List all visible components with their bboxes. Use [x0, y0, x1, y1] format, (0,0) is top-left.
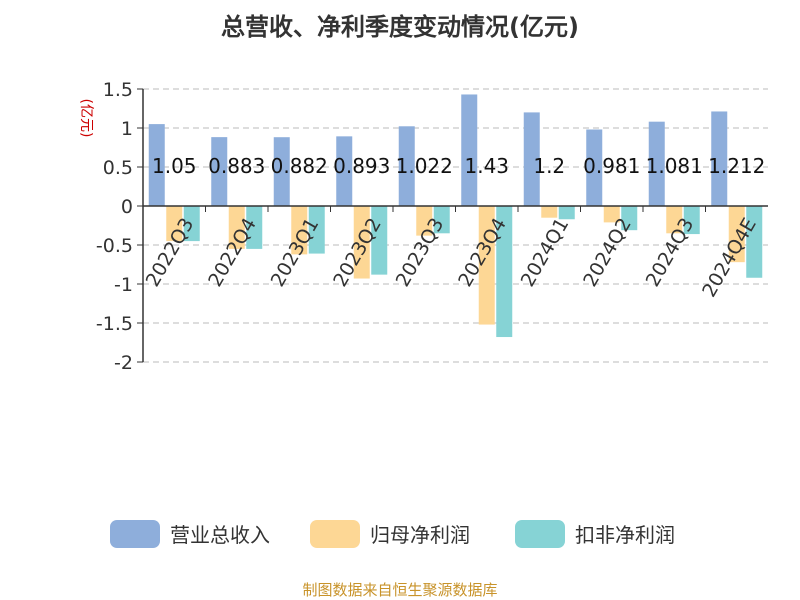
bar-2023Q3-series-1	[416, 206, 433, 236]
bar-2023Q4-series-1	[478, 206, 495, 325]
data-labels: 1.05 0.883 0.882 0.893 1.022 1.43 1.2 0.981 1.08…	[152, 154, 765, 178]
bar-2022Q3-series-0	[148, 124, 165, 206]
axes: 1.5 1 0.5 0 -0.5 -1 -1.5 -2	[96, 79, 768, 374]
bar-2023Q1-series-1	[291, 206, 308, 255]
bar-2023Q3-series-2	[433, 206, 450, 234]
y-tick-label: -0.5	[96, 235, 133, 257]
legend-label-1: 归母净利润	[370, 523, 470, 547]
y-tick-label: 1	[121, 118, 133, 140]
bar-2024Q1-series-0	[523, 112, 540, 206]
y-tick-label: -2	[114, 352, 133, 374]
bar-2023Q2-series-2	[371, 206, 388, 275]
bar-2024Q4E-series-1	[728, 206, 745, 263]
bar-2023Q2-series-0	[336, 136, 353, 206]
legend-swatch-2	[515, 520, 565, 548]
data-label-2023Q3: 1.022	[396, 154, 453, 178]
legend-label-0: 营业总收入	[170, 523, 270, 547]
legend-swatch-1	[310, 520, 360, 548]
bar-2023Q1-series-2	[308, 206, 325, 254]
bar-2022Q3-series-1	[166, 206, 183, 242]
data-label-2022Q4: 0.883	[208, 154, 265, 178]
legend-swatch-0	[110, 520, 160, 548]
bar-2024Q4E-series-2	[746, 206, 763, 278]
data-label-2023Q4: 1.43	[464, 154, 509, 178]
data-label-2024Q3: 1.081	[646, 154, 703, 178]
chart-title: 总营收、净利季度变动情况(亿元)	[221, 13, 579, 41]
bar-2022Q4-series-0	[211, 137, 228, 206]
source-note: 制图数据来自恒生聚源数据库	[302, 581, 497, 599]
bar-2023Q1-series-0	[273, 137, 290, 206]
y-tick-label: 0.5	[103, 157, 133, 179]
legend-label-2: 扣非净利润	[575, 523, 675, 547]
data-label-2024Q1: 1.2	[533, 154, 565, 178]
bar-2024Q3-series-2	[683, 206, 700, 235]
bar-2023Q2-series-1	[353, 206, 370, 279]
data-label-2024Q2: 0.981	[583, 154, 640, 178]
bar-2024Q1-series-1	[541, 206, 558, 218]
bar-2024Q3-series-0	[648, 121, 665, 206]
y-tick-label: -1	[114, 274, 133, 296]
bar-2024Q2-series-0	[586, 129, 603, 206]
bar-2023Q3-series-0	[398, 126, 415, 206]
bar-2024Q3-series-1	[666, 206, 683, 234]
x-tick-label-2024Q1: 2024Q1	[517, 214, 574, 290]
bar-2024Q2-series-1	[603, 206, 620, 223]
bar-2023Q4-series-0	[461, 94, 478, 206]
bar-2024Q2-series-2	[621, 206, 638, 231]
y-tick-label: -1.5	[96, 313, 133, 335]
data-label-2024Q4E: 1.212	[708, 154, 765, 178]
bar-2023Q4-series-2	[496, 206, 513, 338]
x-tick-label-2024Q2: 2024Q2	[579, 214, 636, 290]
bar-2022Q3-series-2	[183, 206, 200, 242]
bar-2022Q4-series-1	[228, 206, 245, 249]
bar-2024Q4E-series-0	[711, 111, 728, 206]
bar-2022Q4-series-2	[246, 206, 263, 249]
data-label-2022Q3: 1.05	[152, 154, 197, 178]
bar-2024Q1-series-2	[558, 206, 575, 220]
y-tick-label: 1.5	[103, 79, 133, 101]
data-label-2023Q1: 0.882	[271, 154, 328, 178]
y-unit-label: (亿元)	[78, 99, 94, 138]
legend: 营业总收入 归母净利润 扣非净利润	[110, 520, 675, 548]
data-label-2023Q2: 0.893	[333, 154, 390, 178]
bars	[148, 94, 763, 338]
y-tick-label: 0	[121, 196, 133, 218]
